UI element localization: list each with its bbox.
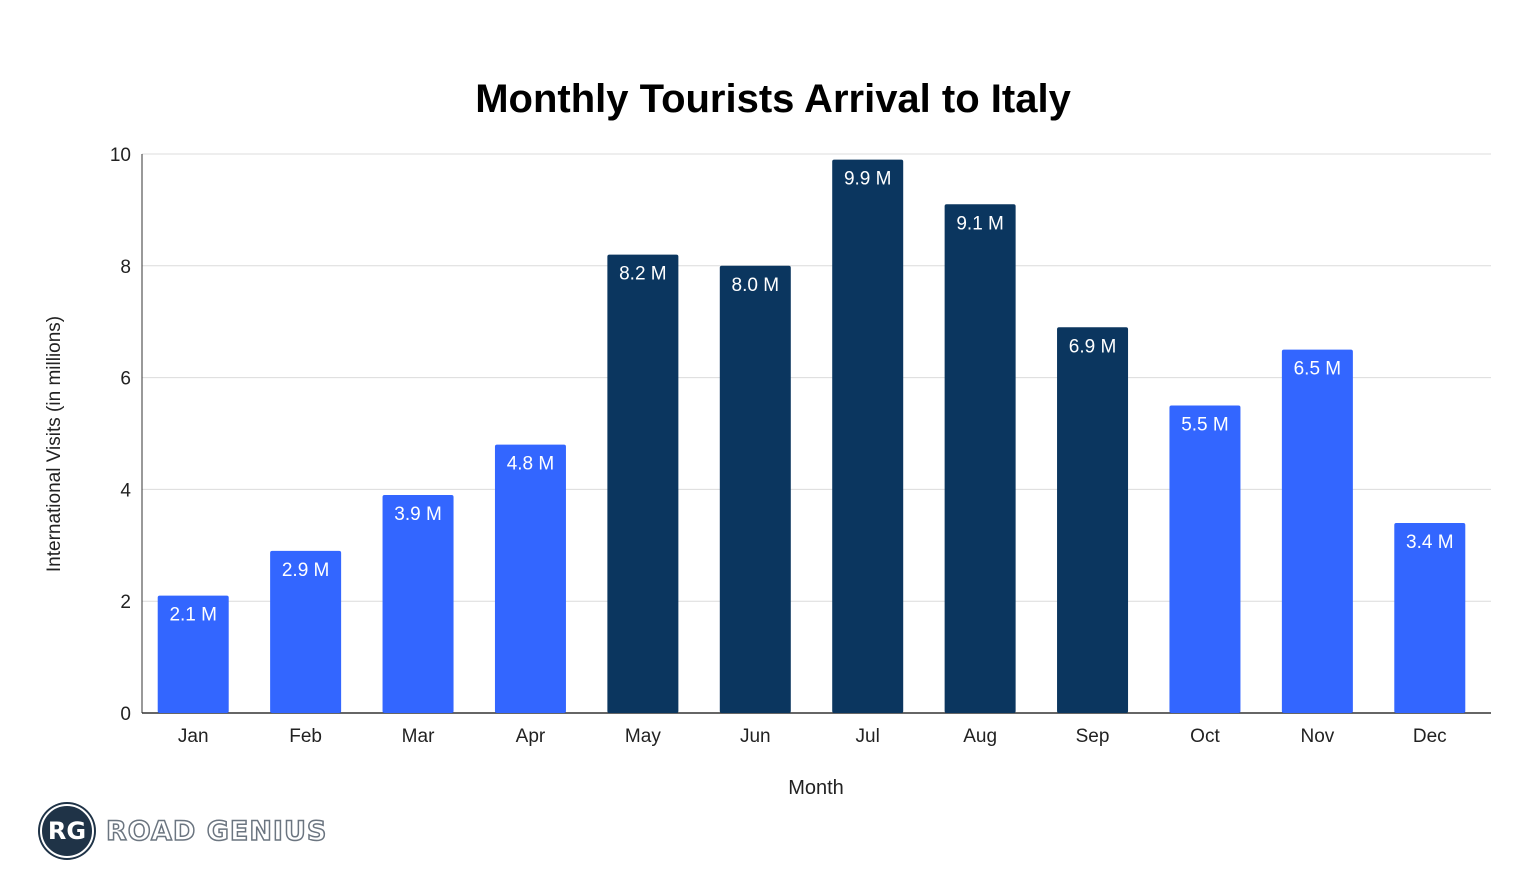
bar-feb [270, 550, 342, 713]
logo-badge: RG [40, 804, 94, 858]
y-tick-label: 2 [120, 592, 131, 613]
data-label: 8.2 M [619, 264, 667, 285]
data-label: 8.0 M [732, 275, 780, 296]
x-tick-label: Jan [178, 726, 209, 747]
bar-aug [944, 204, 1016, 713]
road-genius-logo: RG ROAD GENIUS [40, 804, 327, 858]
data-label: 9.1 M [956, 213, 1004, 234]
data-label: 5.5 M [1181, 415, 1229, 436]
x-tick-label: Mar [402, 726, 435, 747]
y-tick-label: 4 [120, 480, 131, 501]
y-axis-label: International Visits (in millions) [44, 316, 65, 572]
data-label: 4.8 M [507, 454, 555, 475]
x-tick-label: Feb [289, 726, 322, 747]
x-axis-label: Month [788, 777, 844, 799]
x-tick-label: Nov [1300, 726, 1334, 747]
x-tick-label: Oct [1190, 726, 1220, 747]
bar-jul [832, 159, 904, 714]
bar-dec [1394, 522, 1466, 713]
y-tick-label: 8 [120, 257, 131, 278]
bar-nov [1281, 349, 1353, 713]
bar-oct [1169, 405, 1241, 713]
data-label: 2.9 M [282, 560, 330, 581]
chart-title: Monthly Tourists Arrival to Italy [475, 77, 1071, 121]
x-tick-label: Jul [856, 726, 880, 747]
x-tick-label: Apr [516, 726, 546, 747]
data-label: 3.4 M [1406, 532, 1454, 553]
bar-sep [1057, 327, 1129, 713]
x-tick-label: Dec [1413, 726, 1447, 747]
bar-mar [382, 494, 454, 713]
data-label: 2.1 M [169, 605, 217, 626]
data-label: 9.9 M [844, 169, 892, 190]
y-tick-label: 0 [120, 704, 131, 725]
bar-apr [494, 444, 566, 713]
y-tick-label: 10 [110, 145, 131, 166]
x-tick-label: Aug [963, 726, 997, 747]
x-tick-label: Sep [1076, 726, 1110, 747]
x-tick-label: May [625, 726, 661, 747]
y-tick-label: 6 [120, 369, 131, 390]
data-label: 3.9 M [394, 504, 442, 525]
data-label: 6.5 M [1294, 359, 1342, 380]
bar-jun [719, 265, 791, 713]
logo-text: ROAD GENIUS [105, 815, 328, 848]
data-label: 6.9 M [1069, 336, 1117, 357]
bar-jan [157, 595, 229, 713]
x-tick-label: Jun [740, 726, 771, 747]
bar-may [607, 254, 679, 713]
